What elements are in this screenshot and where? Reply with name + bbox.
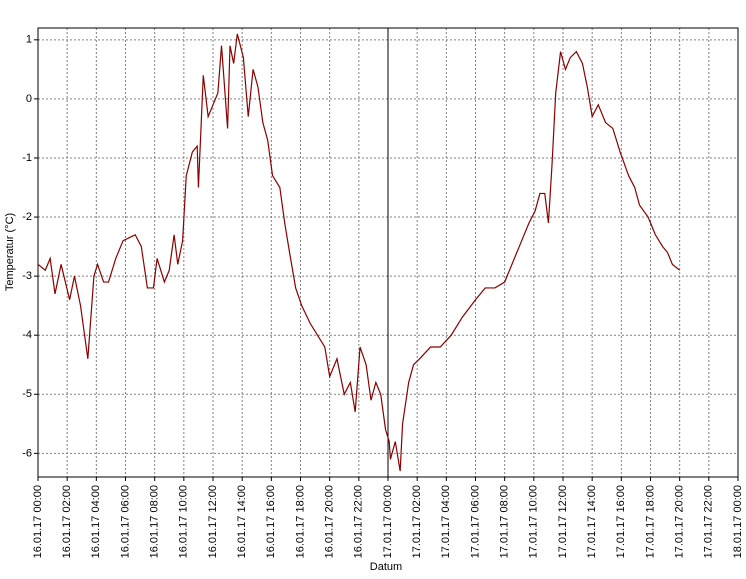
y-tick-label: -3 <box>22 270 32 282</box>
x-tick-label: 16.01.17 16:00 <box>265 485 277 558</box>
x-tick-label: 16.01.17 22:00 <box>353 485 365 558</box>
y-tick-label: 1 <box>26 34 32 46</box>
x-tick-label: 17.01.17 12:00 <box>557 485 569 558</box>
x-tick-label: 17.01.17 22:00 <box>703 485 715 558</box>
x-tick-label: 17.01.17 16:00 <box>615 485 627 558</box>
x-tick-label: 18.01.17 00:00 <box>732 485 744 558</box>
x-tick-label: 17.01.17 02:00 <box>411 485 423 558</box>
x-tick-label: 16.01.17 12:00 <box>207 485 219 558</box>
y-tick-label: 0 <box>26 93 32 105</box>
x-tick-label: 16.01.17 06:00 <box>119 485 131 558</box>
x-tick-label: 16.01.17 10:00 <box>178 485 190 558</box>
y-axis-title: Temperatur (°C) <box>4 213 16 291</box>
x-tick-label: 16.01.17 20:00 <box>324 485 336 558</box>
y-tick-label: -1 <box>22 152 32 164</box>
x-tick-label: 17.01.17 08:00 <box>499 485 511 558</box>
x-tick-label: 17.01.17 18:00 <box>644 485 656 558</box>
x-tick-label: 16.01.17 02:00 <box>61 485 73 558</box>
y-tick-label: -5 <box>22 388 32 400</box>
x-tick-label: 17.01.17 10:00 <box>528 485 540 558</box>
x-tick-label: 16.01.17 00:00 <box>32 485 44 558</box>
x-tick-label: 16.01.17 18:00 <box>294 485 306 558</box>
y-tick-label: -6 <box>22 447 32 459</box>
x-tick-label: 17.01.17 04:00 <box>440 485 452 558</box>
y-tick-label: -4 <box>22 329 32 341</box>
x-tick-label: 17.01.17 00:00 <box>382 485 394 558</box>
x-tick-label: 17.01.17 06:00 <box>469 485 481 558</box>
x-axis-title: Datum <box>370 561 402 573</box>
x-tick-label: 17.01.17 14:00 <box>586 485 598 558</box>
temperature-line <box>37 33 681 472</box>
x-tick-label: 16.01.17 04:00 <box>90 485 102 558</box>
x-tick-label: 17.01.17 20:00 <box>674 485 686 558</box>
x-tick-label: 16.01.17 14:00 <box>236 485 248 558</box>
x-tick-label: 16.01.17 08:00 <box>149 485 161 558</box>
y-tick-label: -2 <box>22 211 32 223</box>
